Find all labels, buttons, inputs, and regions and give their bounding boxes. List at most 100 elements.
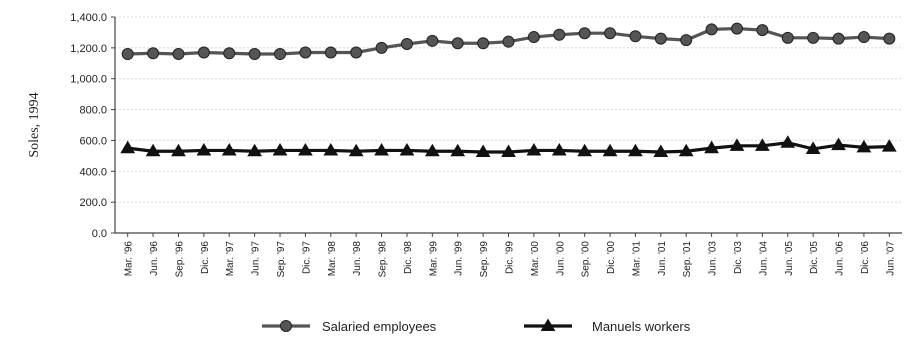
y-tick-label: 0.0 bbox=[92, 228, 107, 240]
legend-swatch-marker bbox=[280, 320, 292, 332]
x-tick-label: Jun. '01 bbox=[657, 241, 668, 276]
x-tick-label: Dic. '03 bbox=[733, 241, 744, 274]
data-point bbox=[323, 142, 339, 156]
data-point bbox=[680, 34, 693, 47]
x-tick-label: Mar. '99 bbox=[428, 241, 439, 277]
data-point bbox=[171, 143, 186, 157]
x-tick-label: Dic. '05 bbox=[809, 241, 820, 274]
data-point bbox=[780, 135, 796, 148]
data-point bbox=[272, 142, 288, 156]
x-tick-label: Sep. '99 bbox=[479, 241, 490, 278]
data-point bbox=[602, 143, 618, 157]
data-point bbox=[553, 28, 566, 41]
legend-label: Salaried employees bbox=[322, 319, 437, 334]
data-point bbox=[426, 34, 439, 47]
x-tick-label: Dic. '96 bbox=[200, 241, 211, 274]
y-tick-label: 400.0 bbox=[79, 166, 107, 178]
x-tick-label: Jun. '03 bbox=[708, 241, 719, 276]
data-point bbox=[628, 143, 643, 157]
data-point bbox=[450, 143, 466, 157]
x-axis: Mar. '96 Jun. '96 Sep. '96 Dic. '96 Mar. '97… bbox=[115, 232, 902, 278]
x-tick-label: Jun. '05 bbox=[784, 241, 795, 276]
x-tick-label: Dic. '97 bbox=[301, 241, 312, 274]
data-point bbox=[856, 139, 872, 153]
x-tick-label: Mar. '97 bbox=[225, 241, 236, 277]
data-point bbox=[754, 138, 770, 151]
x-tick-label: Jun. '99 bbox=[454, 241, 465, 276]
data-point bbox=[729, 138, 745, 151]
y-tick-label: 800.0 bbox=[79, 105, 107, 117]
data-point bbox=[374, 142, 389, 156]
data-point bbox=[857, 31, 870, 44]
data-point bbox=[526, 142, 542, 156]
x-tick-label: Mar. '98 bbox=[327, 241, 338, 277]
series-2 bbox=[120, 135, 897, 158]
x-tick-label: Jun. '04 bbox=[758, 241, 769, 276]
x-tick-label: Dic. '00 bbox=[606, 241, 617, 274]
data-point bbox=[756, 24, 769, 37]
data-point bbox=[527, 31, 540, 44]
data-point bbox=[604, 27, 617, 40]
series bbox=[120, 22, 897, 158]
x-tick-label: Jun. '96 bbox=[149, 241, 160, 276]
x-tick-label: Jun. '00 bbox=[555, 241, 566, 276]
data-point bbox=[324, 46, 337, 59]
x-tick-label: Sep. '97 bbox=[276, 241, 287, 278]
data-point bbox=[147, 47, 160, 60]
legend-swatch-marker bbox=[540, 318, 556, 332]
data-point bbox=[247, 143, 263, 157]
data-point bbox=[298, 142, 313, 156]
x-tick-label: Dic. '98 bbox=[403, 241, 414, 274]
data-point bbox=[400, 38, 413, 50]
data-point bbox=[781, 31, 794, 44]
data-point bbox=[221, 142, 237, 156]
data-point bbox=[704, 140, 719, 154]
data-point bbox=[551, 142, 567, 156]
x-tick-label: Dic. '06 bbox=[860, 241, 871, 274]
x-tick-label: Sep. '96 bbox=[174, 241, 185, 278]
data-point bbox=[653, 144, 669, 158]
legend-item-2: Manuels workers bbox=[524, 318, 691, 334]
x-tick-label: Jun. '06 bbox=[835, 241, 846, 276]
data-point bbox=[350, 46, 363, 59]
data-point bbox=[832, 32, 845, 45]
y-tick-label: 1,000.0 bbox=[70, 74, 107, 86]
legend-item-1: Salaried employees bbox=[262, 319, 437, 334]
data-point bbox=[805, 141, 821, 154]
x-tick-label: Jun. '97 bbox=[251, 241, 262, 276]
data-point bbox=[831, 137, 846, 151]
x-tick-label: Mar. '01 bbox=[631, 241, 642, 277]
data-point bbox=[348, 143, 364, 157]
data-point bbox=[299, 46, 312, 59]
legend: Salaried employees Manuels workers bbox=[262, 318, 691, 334]
x-tick-label: Jun. '07 bbox=[885, 241, 896, 276]
data-point bbox=[730, 22, 743, 35]
y-tick-label: 600.0 bbox=[79, 135, 107, 147]
x-tick-label: Sep. '01 bbox=[682, 241, 693, 278]
y-axis: 0.0 200.0 400.0 600.0 800.0 1,000.0 1,200.0 1,4… bbox=[70, 12, 116, 240]
data-point bbox=[705, 23, 718, 36]
x-tick-label: Sep. '98 bbox=[378, 241, 389, 278]
data-point bbox=[577, 143, 593, 157]
series-1 bbox=[121, 22, 896, 61]
x-tick-label: Dic. '99 bbox=[505, 241, 516, 274]
data-point bbox=[424, 143, 440, 157]
data-point bbox=[475, 144, 491, 158]
legend-label: Manuels workers bbox=[592, 319, 691, 334]
x-tick-label: Mar. '00 bbox=[530, 241, 541, 277]
data-point bbox=[477, 37, 490, 50]
data-point bbox=[807, 31, 820, 44]
y-tick-label: 200.0 bbox=[79, 197, 107, 209]
data-point bbox=[881, 139, 897, 152]
data-point bbox=[654, 32, 667, 45]
x-tick-label: Sep. '00 bbox=[581, 241, 592, 278]
data-point bbox=[375, 41, 388, 54]
data-point bbox=[883, 32, 896, 45]
data-point bbox=[197, 46, 210, 59]
data-point bbox=[196, 142, 212, 156]
y-tick-label: 1,400.0 bbox=[70, 12, 107, 24]
x-tick-label: Jun. '98 bbox=[352, 241, 363, 276]
data-point bbox=[223, 47, 236, 60]
x-tick-label: Mar. '96 bbox=[124, 241, 135, 277]
